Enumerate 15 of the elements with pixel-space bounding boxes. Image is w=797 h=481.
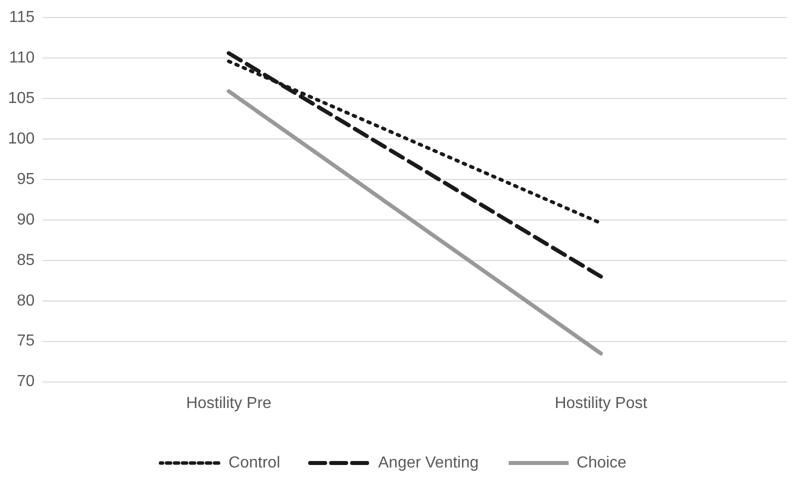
y-tick-label: 95 <box>16 170 35 188</box>
y-tick-label: 90 <box>16 211 35 228</box>
y-tick-label: 105 <box>8 90 35 107</box>
x-tick-label: Hostility Post <box>554 394 648 412</box>
y-tick-label: 110 <box>9 49 35 66</box>
y-tick-label: 70 <box>16 373 35 390</box>
y-tick-label: 115 <box>9 9 35 26</box>
legend-label: Control <box>228 454 280 472</box>
y-tick-label: 100 <box>8 130 35 148</box>
legend-label: Anger Venting <box>378 454 479 472</box>
legend-label: Choice <box>576 454 627 472</box>
y-tick-label: 85 <box>16 252 35 269</box>
x-tick-label: Hostility Pre <box>186 394 272 412</box>
y-tick-label: 80 <box>16 292 35 310</box>
y-tick-label: 75 <box>16 332 35 350</box>
